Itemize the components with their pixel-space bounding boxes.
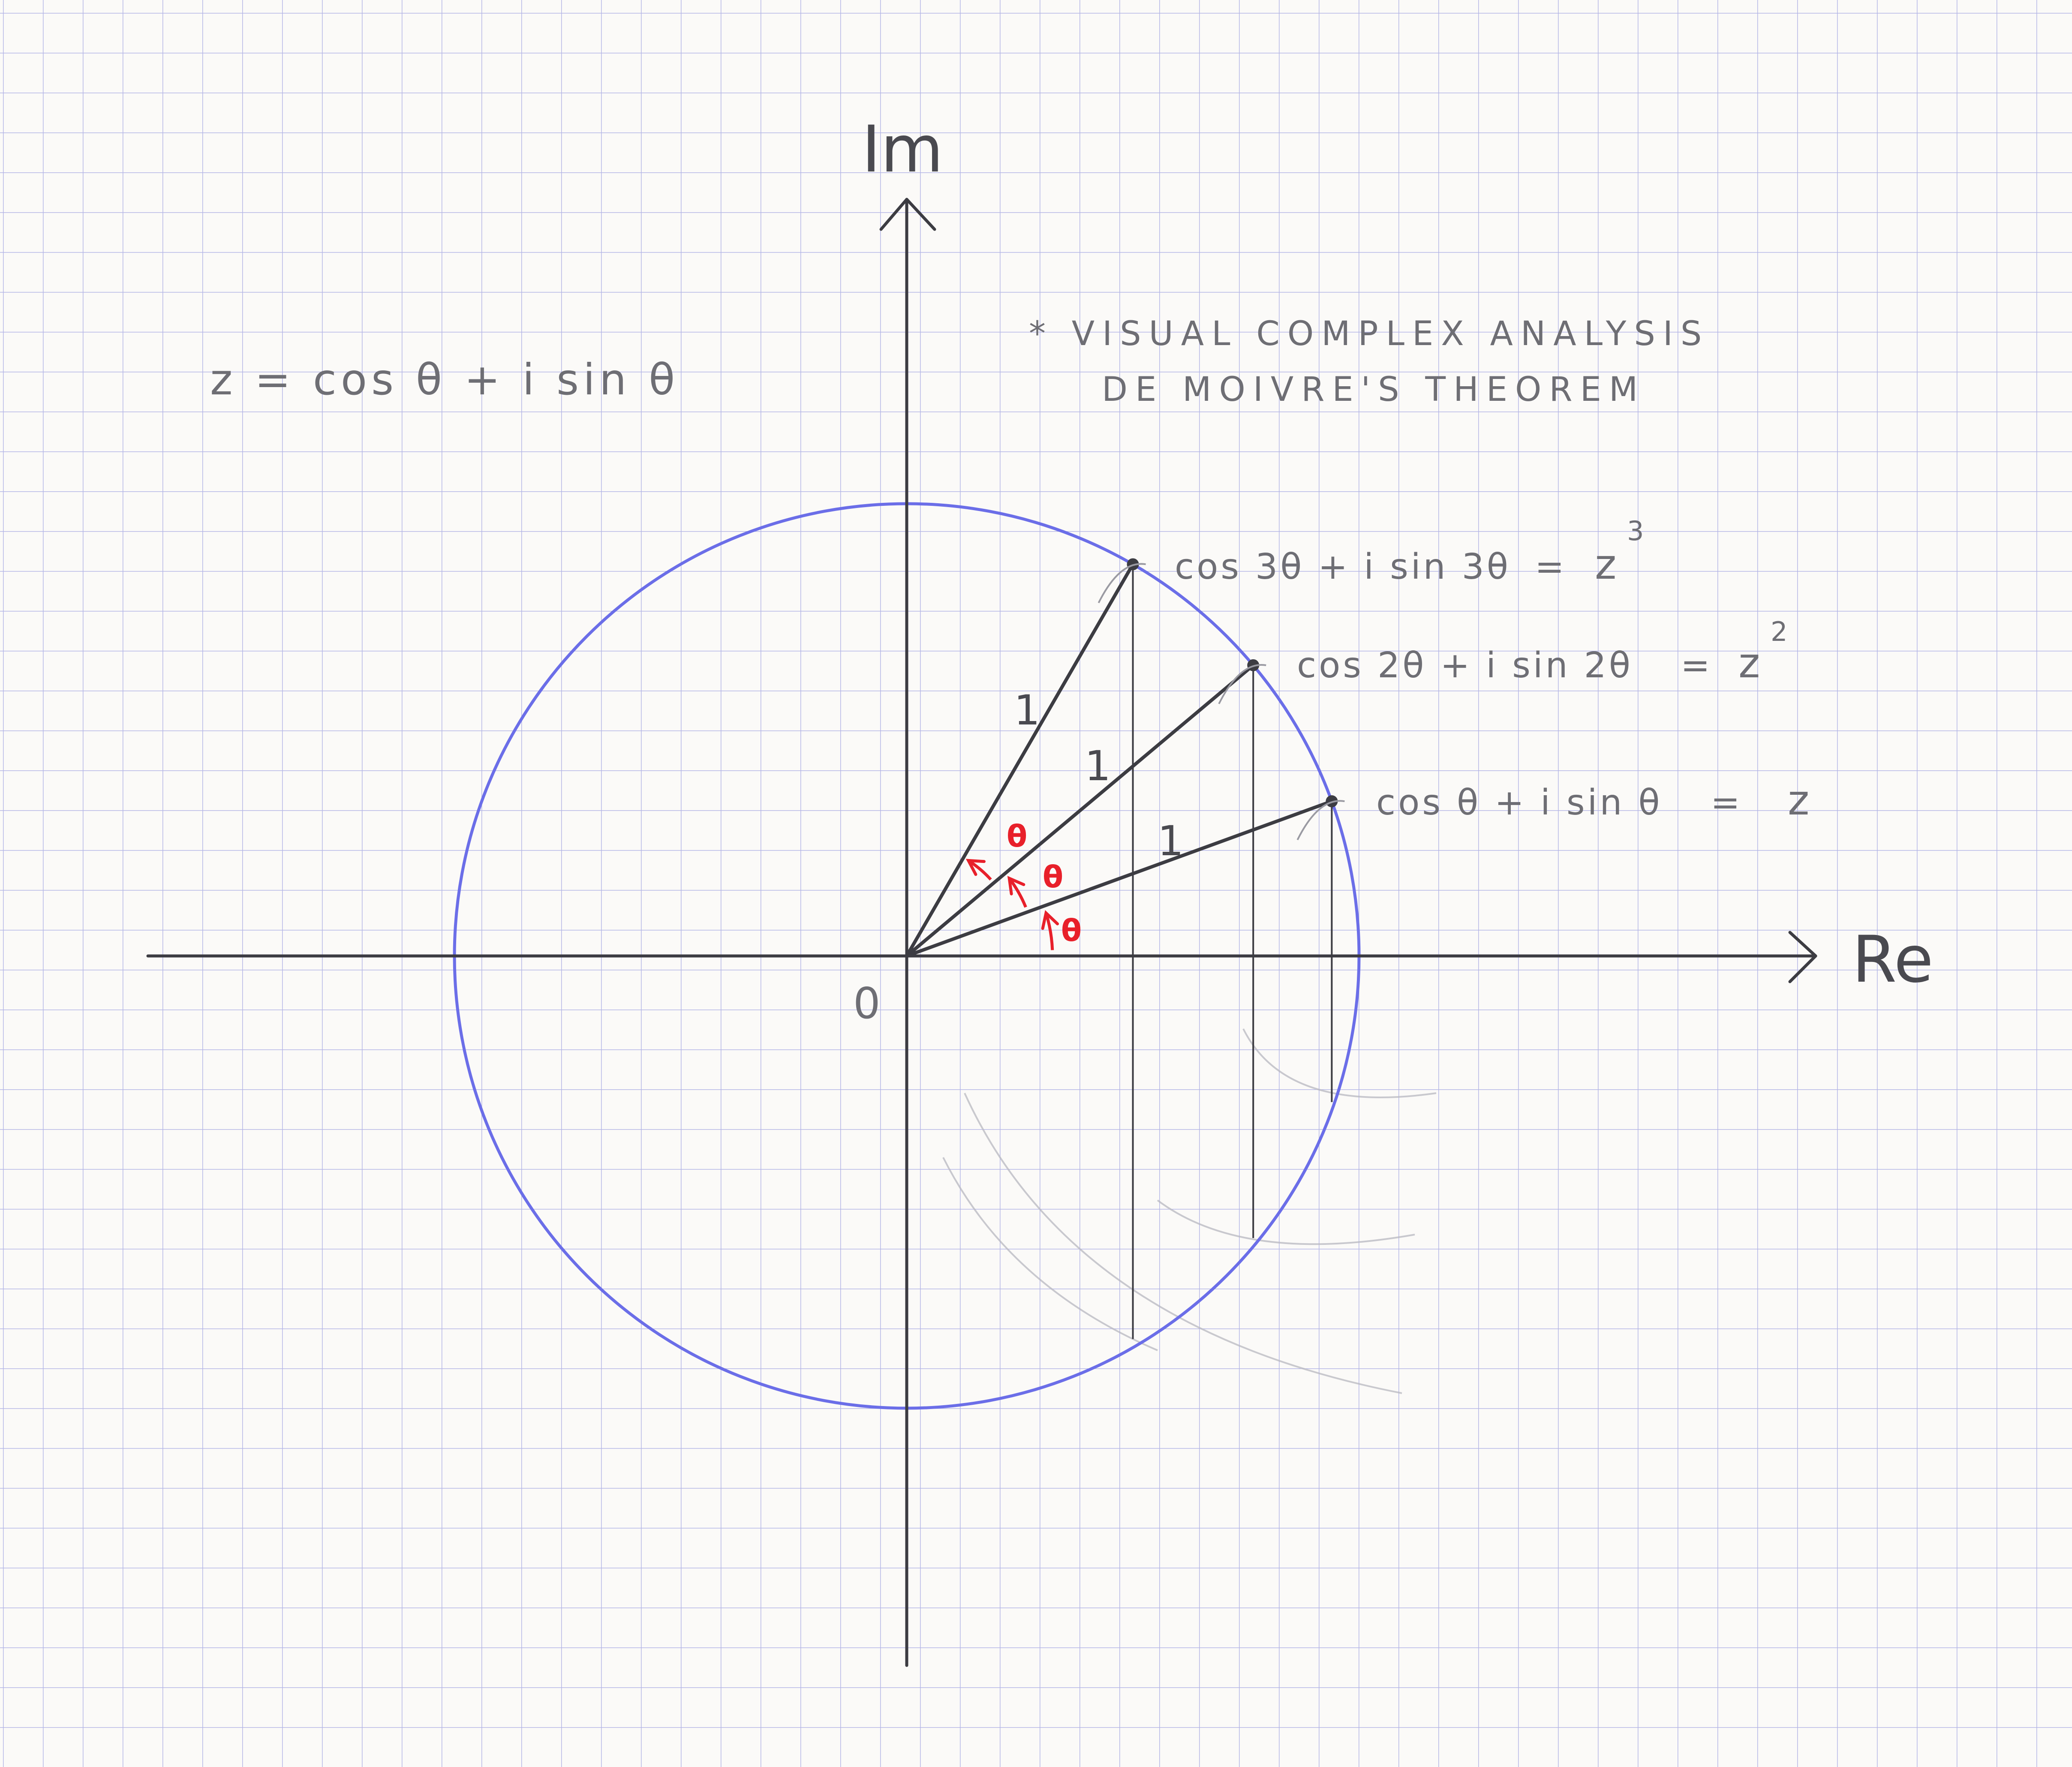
- origin-label: 0: [853, 978, 881, 1028]
- z2-formula: cos 2θ + i sin 2θ: [1297, 645, 1633, 686]
- real-axis-label: Re: [1852, 923, 1934, 997]
- angle-labels: θ θ θ: [1007, 819, 1082, 948]
- z-formula: cos θ + i sin θ: [1376, 782, 1663, 823]
- vector-z1: [905, 799, 1334, 958]
- z3-result: z: [1595, 541, 1616, 589]
- segment-label-z3: 1: [1014, 686, 1040, 734]
- z3-formula: cos 3θ + i sin 3θ: [1175, 547, 1511, 587]
- leader-line-z1: [1296, 800, 1345, 841]
- angle-arrowhead-3: [965, 859, 986, 876]
- vector-z2: [905, 663, 1255, 958]
- leader-line-z3: [1098, 563, 1146, 604]
- z3-exponent: 3: [1627, 515, 1644, 547]
- compass-arc: [1157, 1199, 1415, 1245]
- compass-arc: [1242, 1028, 1437, 1098]
- construction-arcs: [942, 1028, 1437, 1394]
- axes: [146, 198, 1817, 1667]
- z2-result: z: [1738, 639, 1760, 687]
- z-equals: =: [1711, 782, 1740, 823]
- leader-line-z2: [1218, 664, 1266, 704]
- compass-arc: [964, 1093, 1402, 1394]
- title-line-1: * VISUAL COMPLEX ANALYSIS: [1029, 315, 1709, 353]
- angle-label-2: θ: [1043, 859, 1063, 895]
- z3-equals: =: [1535, 547, 1564, 587]
- segment-length-labels: 1 1 1: [1014, 686, 1184, 865]
- angle-arrowhead-1: [1041, 910, 1059, 930]
- segment-label-z2: 1: [1085, 742, 1111, 790]
- z2-equals: =: [1681, 645, 1710, 686]
- definition-formula: z = cos θ + i sin θ: [210, 355, 679, 405]
- angle-label-3: θ: [1007, 819, 1027, 854]
- title-line-2: DE MOIVRE'S THEOREM: [1102, 370, 1645, 409]
- angle-label-1: θ: [1061, 913, 1082, 948]
- imaginary-axis-arrowhead: [879, 198, 936, 231]
- vector-z3: [905, 562, 1135, 958]
- angle-arrowhead-2: [1007, 876, 1025, 896]
- compass-arc: [942, 1157, 1158, 1351]
- real-axis-arrowhead: [1788, 931, 1817, 983]
- z2-exponent: 2: [1771, 616, 1787, 647]
- segment-label-z: 1: [1158, 817, 1184, 865]
- imaginary-axis-label: Im: [862, 112, 943, 187]
- z-result: z: [1788, 776, 1809, 824]
- angle-markers: [965, 859, 1059, 950]
- point-labels: cos 3θ + i sin 3θ = z 3 cos 2θ + i sin 2…: [1175, 515, 1809, 824]
- power-vectors: [905, 558, 1345, 1339]
